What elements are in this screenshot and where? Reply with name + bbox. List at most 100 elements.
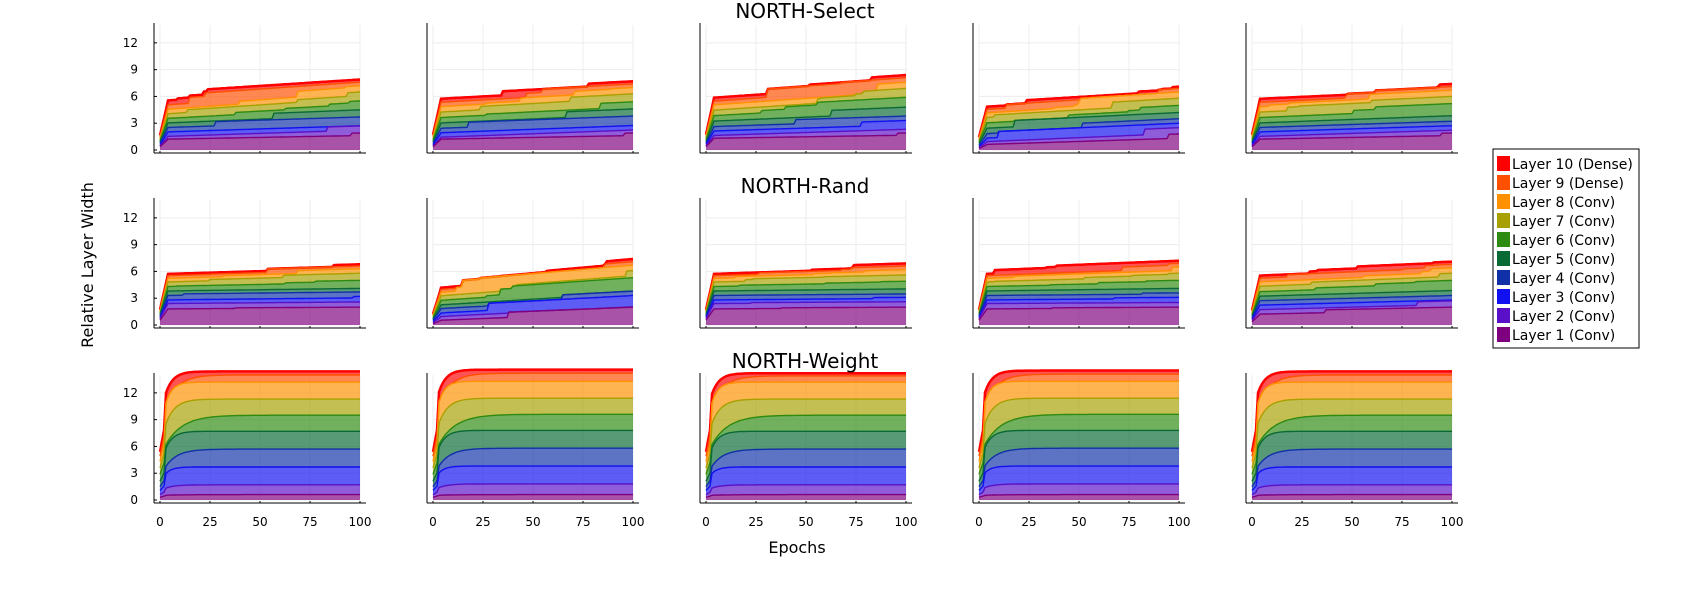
legend-swatch <box>1497 175 1510 190</box>
line-layer-7 <box>432 397 633 469</box>
line-layer-4 <box>1251 120 1452 144</box>
x-tick-label: 75 <box>848 515 863 529</box>
y-tick-label: 6 <box>130 89 138 103</box>
legend-swatch <box>1497 270 1510 285</box>
line-layer-4 <box>1251 294 1453 319</box>
legend-label: Layer 1 (Conv) <box>1512 328 1615 344</box>
line-layer-2 <box>1251 129 1452 147</box>
subplot-r2-c3: 0 25 50 75 100 <box>972 369 1190 529</box>
line-layer-3 <box>978 122 1180 147</box>
line-layer-6 <box>705 280 906 314</box>
area-layer-4 <box>160 117 360 145</box>
line-layer-4 <box>978 447 1179 487</box>
area-layer-6 <box>706 281 906 315</box>
area-layer-3 <box>979 123 1179 148</box>
line-layer-7 <box>159 398 360 469</box>
line-layer-10 <box>977 369 1179 453</box>
x-tick-label: 25 <box>748 515 763 529</box>
legend-label: Layer 6 (Conv) <box>1512 233 1615 249</box>
stacked-areas <box>431 80 634 150</box>
line-layer-6 <box>432 101 634 141</box>
area-layer-5 <box>706 107 906 143</box>
area-layer-8 <box>433 381 633 468</box>
subplot-r2-c1: 0 25 50 75 100 <box>426 368 644 529</box>
line-layer-8 <box>432 264 634 316</box>
line-layer-6 <box>705 96 907 141</box>
line-layer-7 <box>1251 398 1452 469</box>
line-layer-6 <box>1251 102 1453 141</box>
y-tick-label: 9 <box>130 238 138 252</box>
line-layer-9 <box>705 375 906 457</box>
line-layer-1 <box>432 132 634 148</box>
area-layer-6 <box>433 101 633 142</box>
line-layer-1 <box>705 493 906 498</box>
line-layer-7 <box>1251 272 1453 314</box>
area-layer-1 <box>706 133 906 150</box>
area-layer-3 <box>706 297 906 319</box>
row-title-0: NORTH-Select <box>735 0 874 23</box>
area-layer-6 <box>979 105 1179 144</box>
area-layer-6 <box>706 97 906 142</box>
x-tick-label: 50 <box>1071 515 1086 529</box>
line-layer-8 <box>978 91 1180 140</box>
line-layer-7 <box>705 87 907 139</box>
line-layer-3 <box>978 296 1179 318</box>
x-tick-label: 50 <box>1344 515 1359 529</box>
area-layer-5 <box>433 430 633 487</box>
area-layer-9 <box>160 82 360 138</box>
legend-box <box>1492 148 1640 349</box>
area-layer-5 <box>979 430 1179 487</box>
line-layer-7 <box>432 93 634 140</box>
area-layer-7 <box>160 273 360 314</box>
line-layer-1 <box>1251 306 1453 323</box>
line-layer-3 <box>705 466 906 491</box>
line-layer-3 <box>1251 125 1453 145</box>
line-layer-1 <box>978 133 1180 150</box>
subplot-r1-c4 <box>1245 198 1458 329</box>
area-layer-6 <box>433 414 633 482</box>
legend-label: Layer 5 (Conv) <box>1512 252 1615 268</box>
x-tick-label: 75 <box>575 515 590 529</box>
area-layer-2 <box>706 129 906 147</box>
line-layer-6 <box>1251 414 1452 475</box>
subplot-r2-c0: 0 3 6 9 12 0 25 50 75 100 <box>123 370 371 529</box>
area-layer-7 <box>979 398 1179 475</box>
line-layer-4 <box>432 447 633 487</box>
line-layer-3 <box>159 125 361 145</box>
line-layer-7 <box>978 397 1179 469</box>
line-layer-2 <box>978 301 1179 319</box>
line-layer-8 <box>159 381 360 462</box>
y-tick-label: 0 <box>130 143 138 157</box>
subplot-r1-c0: 0 3 6 9 12 <box>123 198 366 332</box>
line-layer-5 <box>432 429 633 482</box>
area-layer-4 <box>979 118 1179 147</box>
x-tick-label: 100 <box>1441 515 1464 529</box>
area-layer-2 <box>160 302 360 321</box>
line-layer-1 <box>978 306 1180 321</box>
legend-swatch <box>1497 213 1510 228</box>
line-layer-5 <box>432 108 634 143</box>
row-title-1: NORTH-Rand <box>741 174 870 198</box>
line-layer-5 <box>1251 115 1453 143</box>
area-layer-1 <box>706 307 906 325</box>
line-layer-3 <box>705 119 907 145</box>
x-tick-label: 100 <box>895 515 918 529</box>
y-tick-label: 6 <box>130 439 138 453</box>
line-layer-1 <box>432 493 633 498</box>
legend-swatch <box>1497 194 1510 209</box>
legend-swatch <box>1497 308 1510 323</box>
area-layer-2 <box>160 125 360 147</box>
line-layer-8 <box>432 86 634 138</box>
line-layer-7 <box>159 272 361 313</box>
area-layer-7 <box>433 93 633 141</box>
line-layer-5 <box>705 288 906 316</box>
area-layer-6 <box>160 415 360 482</box>
line-layer-8 <box>978 266 1179 312</box>
area-layer-4 <box>1252 449 1452 491</box>
area-layer-4 <box>433 116 633 145</box>
x-tick-label: 0 <box>429 515 437 529</box>
area-layer-7 <box>433 270 633 318</box>
line-layer-3 <box>159 295 360 318</box>
line-layer-4 <box>159 448 360 487</box>
